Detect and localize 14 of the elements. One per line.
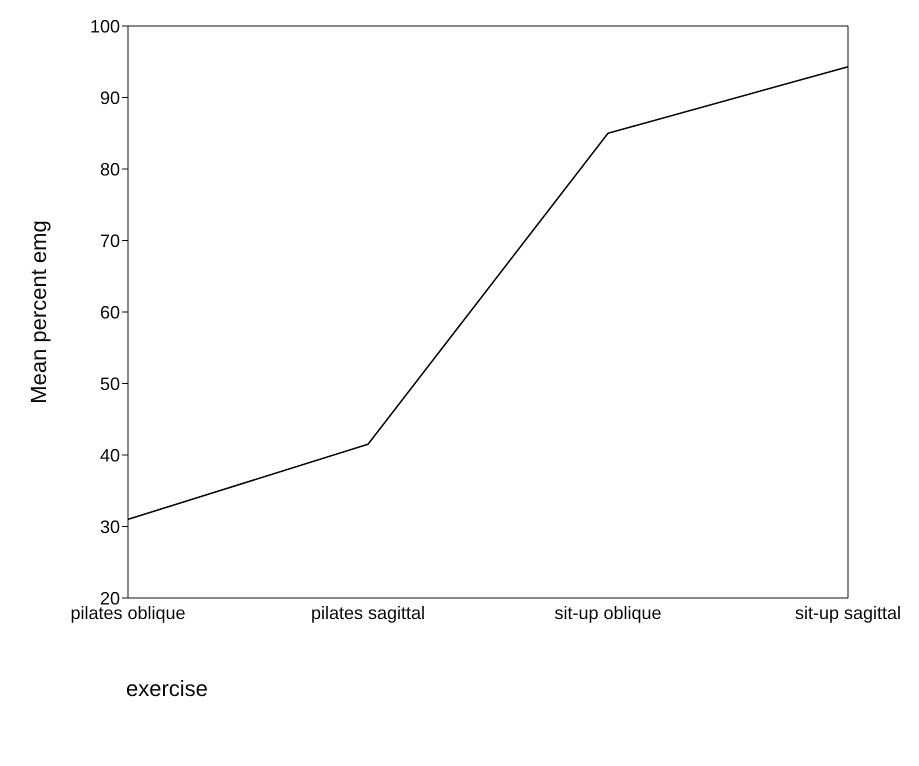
x-axis-title: exercise (126, 676, 208, 702)
x-tick-label: sit-up oblique (554, 602, 662, 623)
y-tick-label: 100 (90, 16, 120, 36)
y-tick-label: 70 (100, 230, 120, 251)
y-tick-label: 60 (100, 302, 120, 322)
y-tick-label: 80 (100, 159, 120, 180)
y-tick-label: 20 (100, 588, 120, 608)
y-axis-title: Mean percent emg (26, 220, 51, 404)
y-tick-label: 40 (100, 445, 120, 466)
y-tick-label: 90 (100, 88, 120, 108)
x-tick-label: pilates sagittal (310, 602, 426, 623)
x-tick-label: sit-up sagittal (794, 602, 902, 623)
y-tick-label: 50 (100, 374, 120, 394)
y-tick-label: 30 (100, 516, 120, 537)
